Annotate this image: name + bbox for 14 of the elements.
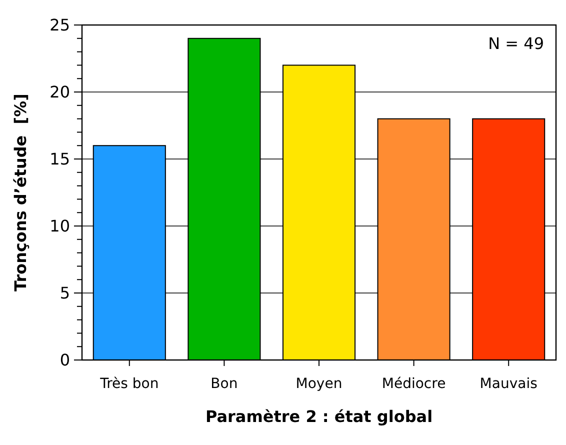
x-tick-label: Très bon xyxy=(99,376,159,392)
x-tick-label: Bon xyxy=(210,376,238,392)
y-tick-label: 10 xyxy=(50,216,70,236)
annotation: N = 49 xyxy=(488,34,544,53)
x-tick-label: Mauvais xyxy=(480,376,538,392)
y-tick-label: 5 xyxy=(60,284,70,303)
x-tick-label: Moyen xyxy=(296,376,342,392)
y-tick-label: 25 xyxy=(50,16,70,35)
x-axis-title: Paramètre 2 : état global xyxy=(205,407,433,426)
y-axis-title: Tronçons d’étude [%] xyxy=(11,94,30,292)
y-tick-label: 0 xyxy=(60,350,70,370)
x-tick-label: Médiocre xyxy=(382,376,446,392)
y-tick-label: 15 xyxy=(50,150,70,169)
y-tick-label: 20 xyxy=(50,82,70,102)
